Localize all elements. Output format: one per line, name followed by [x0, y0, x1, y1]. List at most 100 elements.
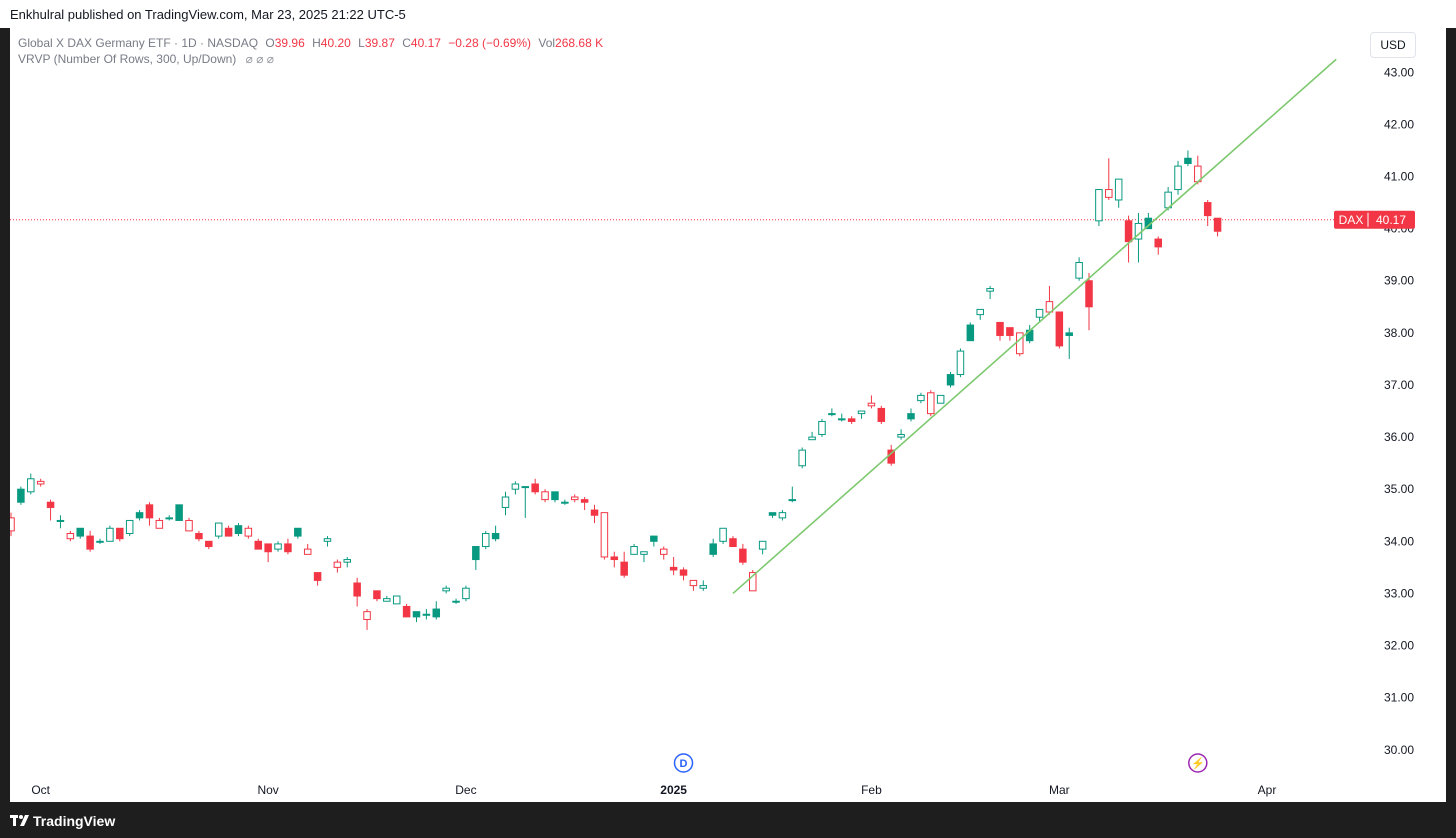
candle	[877, 405, 886, 425]
candle-body	[818, 420, 826, 435]
candle-body	[294, 527, 302, 537]
candle-body	[501, 496, 510, 508]
candle	[214, 522, 223, 539]
candle-body	[323, 538, 332, 542]
candle	[521, 486, 530, 518]
candle	[244, 525, 253, 539]
last-price-symbol: DAX	[1339, 213, 1364, 227]
candle-body	[234, 525, 243, 534]
candle-body	[165, 517, 173, 520]
candle-body	[897, 433, 905, 438]
y-tick-label: 31.00	[1384, 691, 1414, 705]
candle	[946, 371, 955, 388]
x-tick-label: Nov	[257, 783, 278, 797]
candle-body	[452, 600, 460, 603]
candle-body	[768, 512, 777, 516]
candle-body	[580, 499, 589, 503]
candle	[590, 504, 599, 524]
footer-bar: TradingView	[0, 802, 1456, 838]
candle	[373, 590, 381, 602]
candle	[917, 392, 925, 404]
candle-body	[1006, 327, 1014, 336]
candle-body	[521, 486, 530, 489]
x-tick-label: Oct	[31, 783, 50, 797]
candle	[659, 546, 668, 560]
candle-body	[620, 561, 628, 576]
candle-body	[679, 569, 688, 576]
chart-panel[interactable]: 30.00 31.00 32.00 33.00 34.00 35.00 36.00 37.00…	[10, 28, 1446, 802]
candle	[145, 502, 154, 526]
candle	[679, 567, 688, 581]
indicator-settings-icon[interactable]: ⌀ ⌀ ⌀	[245, 52, 274, 66]
candle	[284, 538, 292, 555]
candle	[1075, 257, 1083, 281]
x-tick-label: Apr	[1258, 783, 1277, 797]
candle-body	[610, 556, 619, 561]
high-key: H	[312, 36, 321, 50]
candle	[511, 481, 520, 495]
candle	[758, 540, 767, 555]
candle-body	[600, 512, 609, 558]
candle-body	[46, 501, 55, 508]
candle-body	[116, 527, 124, 540]
candle	[383, 596, 391, 602]
candle-body	[1016, 332, 1024, 355]
candle	[778, 510, 787, 521]
candle-body	[363, 611, 371, 620]
candle-body	[353, 582, 361, 597]
last-price-value: 40.17	[1376, 213, 1406, 227]
candle-body	[966, 324, 975, 342]
y-tick-label: 39.00	[1384, 274, 1414, 288]
candle-body	[343, 559, 352, 563]
candle-body	[699, 585, 708, 589]
candle	[116, 527, 124, 542]
candle-body	[462, 587, 470, 600]
volume-value: 268.68 K	[555, 36, 604, 50]
candle	[689, 579, 698, 591]
candle-body	[689, 579, 698, 587]
candle	[986, 285, 994, 299]
event-label: ⚡	[1191, 757, 1205, 770]
candle-body	[778, 512, 787, 519]
candle	[1154, 236, 1162, 255]
candle-body	[986, 288, 994, 292]
candle-body	[640, 551, 648, 555]
candle	[551, 491, 559, 503]
candle	[402, 603, 411, 618]
candle-body	[798, 449, 806, 467]
candle	[956, 348, 965, 378]
candle-body	[303, 548, 312, 555]
y-tick-label: 42.00	[1384, 117, 1414, 131]
y-tick-label: 37.00	[1384, 378, 1414, 392]
candle-body	[155, 519, 164, 529]
candle	[1174, 160, 1182, 195]
y-tick-label: 33.00	[1384, 586, 1414, 600]
event-marker	[1188, 753, 1208, 773]
candle	[749, 569, 757, 592]
y-tick-label: 34.00	[1384, 534, 1414, 548]
candle	[46, 499, 55, 521]
candle	[1095, 189, 1103, 227]
candle	[709, 538, 717, 557]
candle-body	[541, 491, 549, 501]
candle	[640, 551, 648, 563]
candle	[56, 515, 65, 529]
candle-body	[205, 540, 213, 548]
candle	[392, 595, 401, 605]
indicator-legend[interactable]: VRVP (Number Of Rows, 300, Up/Down) ⌀ ⌀ …	[18, 52, 274, 66]
candle-body	[1065, 332, 1073, 336]
candle-body	[650, 535, 658, 542]
candlestick-chart[interactable]: 30.00 31.00 32.00 33.00 34.00 35.00 36.00 37.00…	[10, 28, 1446, 802]
candle-body	[511, 483, 520, 490]
footer-brand: TradingView	[33, 813, 116, 829]
candle	[125, 519, 134, 537]
candle	[462, 585, 470, 602]
candle	[66, 530, 75, 542]
currency-button[interactable]: USD	[1370, 32, 1416, 58]
published-header: Enkhulral published on TradingView.com, …	[0, 0, 1456, 28]
candle-body	[422, 613, 431, 616]
candle	[165, 515, 173, 521]
candle	[1114, 178, 1123, 208]
candle-body	[946, 374, 955, 386]
candle	[669, 556, 678, 576]
